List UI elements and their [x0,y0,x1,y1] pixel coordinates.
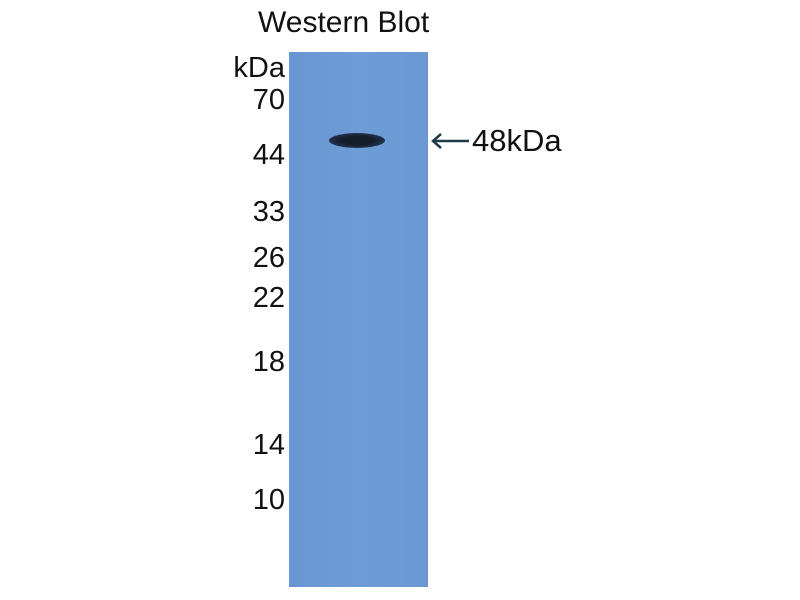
marker-44: 44 [252,139,285,171]
band-size-label: 48kDa [472,123,562,158]
protein-band [329,133,385,148]
blot-membrane [289,52,428,587]
marker-10: 10 [252,484,285,516]
marker-33: 33 [252,196,285,228]
marker-22: 22 [252,282,285,314]
unit-label: kDa [233,52,285,84]
marker-70: 70 [252,84,285,116]
marker-26: 26 [252,242,285,274]
arrow-left-icon [431,133,469,149]
marker-18: 18 [252,346,285,378]
marker-14: 14 [252,429,285,461]
figure-title: Western Blot [258,6,430,39]
